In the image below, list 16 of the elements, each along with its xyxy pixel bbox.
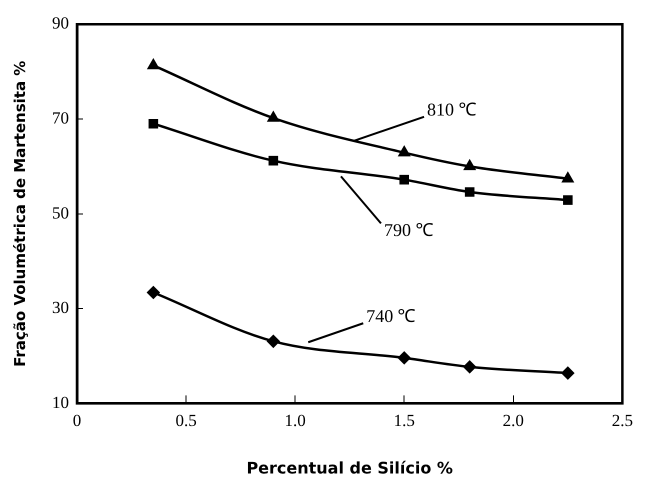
annotation: 790 ℃ <box>384 220 434 240</box>
y-tick-label: 90 <box>52 14 69 33</box>
annotation: 810 ℃ <box>427 100 477 120</box>
x-axis-title: Percentual de Silício % <box>246 458 453 478</box>
x-tick-label: 1.0 <box>284 411 306 430</box>
y-tick-label: 30 <box>52 298 69 318</box>
x-tick-label: 2.0 <box>502 411 524 430</box>
y-tick-label: 10 <box>52 392 69 412</box>
annotation: 740 ℃ <box>366 306 416 326</box>
x-tick-label: 1.5 <box>394 411 415 430</box>
y-tick-label: 50 <box>52 203 69 222</box>
x-tick-label: 2.5 <box>612 411 633 430</box>
y-axis-title: Fração Volumétrica de Martensita % <box>10 60 29 367</box>
y-tick-label: 70 <box>52 108 69 128</box>
x-tick-label: 0 <box>72 411 82 430</box>
x-tick-label: 0.5 <box>175 411 197 430</box>
